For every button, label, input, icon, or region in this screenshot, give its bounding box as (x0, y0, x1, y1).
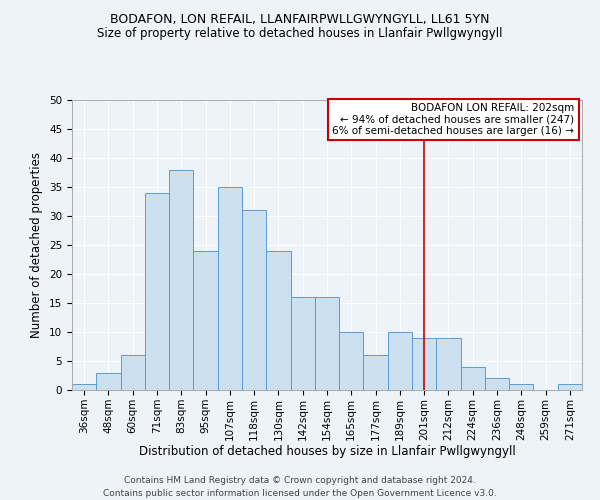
Bar (218, 187, 242, 390)
Bar (193, 251, 218, 390)
Bar (121, 355, 145, 390)
Bar (509, 384, 533, 390)
Bar (290, 297, 315, 390)
Bar (412, 338, 436, 390)
Text: Size of property relative to detached houses in Llanfair Pwllgwyngyll: Size of property relative to detached ho… (97, 28, 503, 40)
Text: BODAFON, LON REFAIL, LLANFAIRPWLLGWYNGYLL, LL61 5YN: BODAFON, LON REFAIL, LLANFAIRPWLLGWYNGYL… (110, 12, 490, 26)
Y-axis label: Number of detached properties: Number of detached properties (31, 152, 43, 338)
X-axis label: Distribution of detached houses by size in Llanfair Pwllgwyngyll: Distribution of detached houses by size … (139, 446, 515, 458)
Bar (315, 297, 339, 390)
Bar (461, 367, 485, 390)
Bar (145, 193, 169, 390)
Bar (169, 170, 193, 390)
Bar (72, 384, 96, 390)
Bar (266, 251, 290, 390)
Bar (485, 378, 509, 390)
Text: Contains HM Land Registry data © Crown copyright and database right 2024.
Contai: Contains HM Land Registry data © Crown c… (103, 476, 497, 498)
Bar (242, 210, 266, 390)
Text: BODAFON LON REFAIL: 202sqm
← 94% of detached houses are smaller (247)
6% of semi: BODAFON LON REFAIL: 202sqm ← 94% of deta… (332, 103, 574, 136)
Bar (558, 384, 582, 390)
Bar (364, 355, 388, 390)
Bar (436, 338, 461, 390)
Bar (388, 332, 412, 390)
Bar (96, 372, 121, 390)
Bar (339, 332, 364, 390)
